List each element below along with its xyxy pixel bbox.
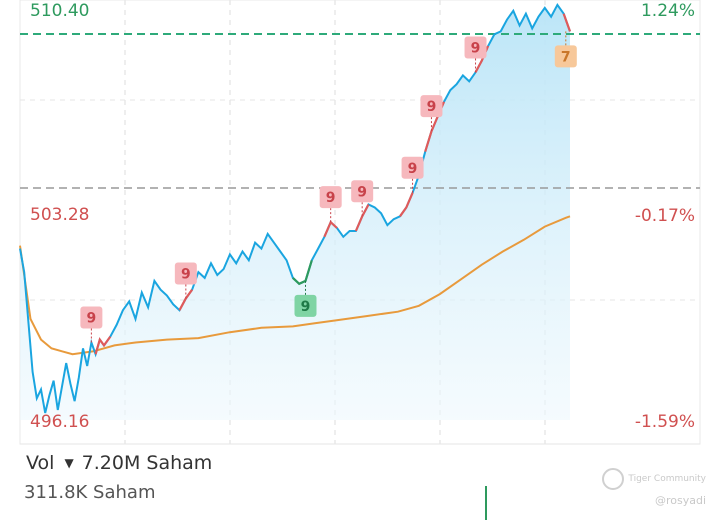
marker-label: 7 xyxy=(561,49,571,65)
watermark: Tiger Community @rosyadi xyxy=(602,468,706,507)
marker-badge xyxy=(464,36,487,59)
price-area-fill xyxy=(20,4,570,421)
pct-bottom-label: -1.59% xyxy=(635,412,695,432)
marker-label: 9 xyxy=(357,184,367,200)
marker-label: 9 xyxy=(408,161,418,177)
watermark-brand: Tiger Community xyxy=(628,474,706,484)
axis-labels: 510.40 503.28 496.16 1.24% -0.17% -1.59% xyxy=(30,1,695,432)
signal-segment xyxy=(562,13,572,32)
volume-sub-value: 311.8K Saham xyxy=(24,482,156,503)
y-top-label: 510.40 xyxy=(30,1,89,21)
marker-label: 9 xyxy=(181,266,191,282)
marker-label: 9 xyxy=(326,190,336,206)
signal-markers: 9 9 9 9 9 9 9 9 7 xyxy=(80,31,577,343)
y-mid-label: 503.28 xyxy=(30,205,89,225)
price-line xyxy=(19,3,571,414)
pct-top-label: 1.24% xyxy=(641,1,695,21)
marker-label: 9 xyxy=(301,299,311,315)
signal-segment xyxy=(354,203,370,232)
signal-segment xyxy=(399,192,414,217)
signal-segment xyxy=(178,289,193,311)
volume-value: 7.20M Saham xyxy=(81,452,213,474)
price-area xyxy=(20,4,570,421)
volume-area xyxy=(20,443,700,520)
marker-badge xyxy=(351,180,374,203)
pct-mid-label: -0.17% xyxy=(635,206,695,226)
marker-badge xyxy=(174,262,197,285)
tiger-logo-icon xyxy=(602,468,625,490)
reference-lines xyxy=(20,33,700,189)
marker-badge xyxy=(294,294,317,317)
marker-badge xyxy=(554,45,577,68)
signal-segment xyxy=(94,335,112,355)
volume-label: Vol xyxy=(26,452,55,474)
marker-badge xyxy=(319,186,342,209)
signal-segment xyxy=(323,220,338,238)
average-line xyxy=(19,215,571,356)
marker-label: 9 xyxy=(86,311,96,327)
marker-label: 9 xyxy=(471,40,481,56)
signal-segment xyxy=(292,259,313,286)
marker-badge xyxy=(80,306,103,329)
volume-selector[interactable]: Vol ▼ 7.20M Saham xyxy=(26,450,212,476)
volume-bar xyxy=(485,486,487,520)
marker-badge xyxy=(420,95,443,118)
watermark-user: @rosyadi xyxy=(654,494,706,507)
y-bottom-label: 496.16 xyxy=(30,412,89,432)
marker-label: 9 xyxy=(427,99,437,115)
marker-badge xyxy=(401,156,424,179)
caret-down-icon: ▼ xyxy=(64,456,74,470)
